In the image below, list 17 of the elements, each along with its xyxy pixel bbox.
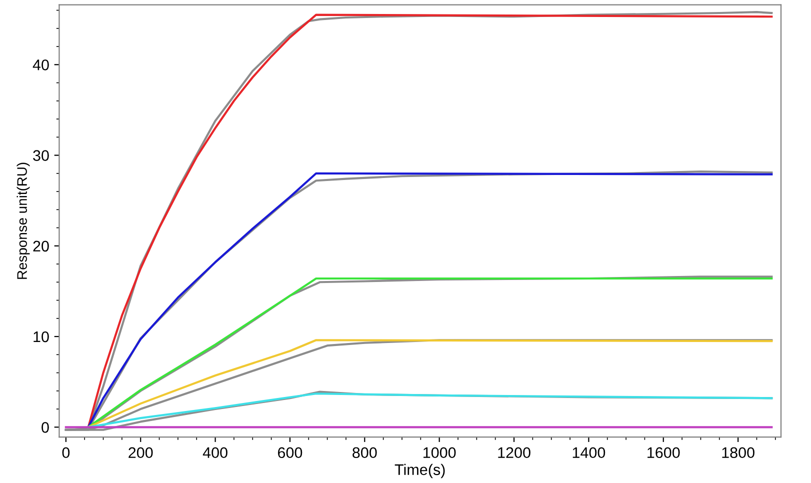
y-tick-label: 20: [33, 240, 49, 252]
y-tick-label: 40: [32, 60, 49, 70]
x-axis-title: Time(s): [394, 464, 445, 478]
x-tick-label: 800: [352, 447, 377, 458]
x-tick-label: 0: [62, 447, 70, 458]
x-tick-label: 1400: [572, 447, 606, 458]
y-tick-label: 10: [34, 331, 49, 342]
y-axis-title: Response unit(RU): [16, 162, 30, 279]
x-tick-label: 1600: [648, 447, 680, 458]
x-tick-label: 600: [278, 447, 302, 458]
x-tick-label: 1000: [424, 447, 456, 458]
y-tick-label: 30: [33, 150, 49, 161]
y-tick-label: 0: [42, 422, 49, 433]
x-tick-label: 1800: [722, 447, 754, 458]
x-tick-label: 1200: [498, 447, 530, 458]
x-tick-label: 400: [202, 447, 228, 458]
x-tick-label: 200: [128, 447, 153, 458]
